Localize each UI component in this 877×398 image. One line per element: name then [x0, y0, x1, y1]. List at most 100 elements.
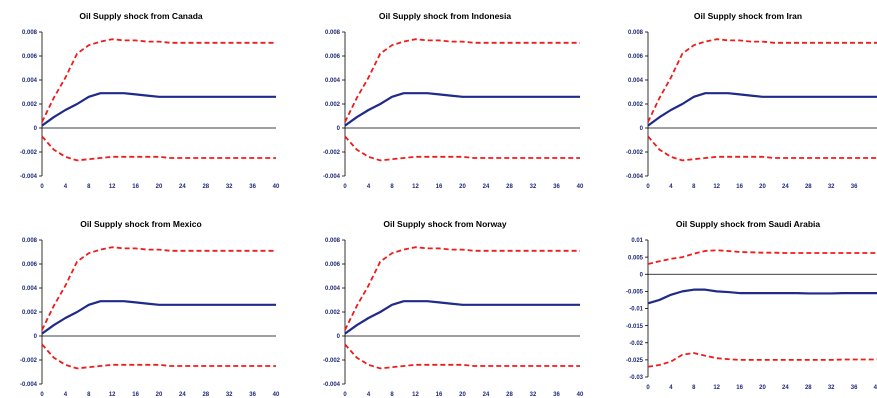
x-tick-label: 28: [506, 184, 513, 190]
y-tick-label: -0.01: [629, 307, 643, 313]
chart-title: Oil Supply shock from Norway: [383, 219, 507, 229]
chart-panel: Oil Supply shock from Canada 0.008 0.006 0.…: [20, 11, 280, 190]
y-tick-label: -0.015: [626, 324, 644, 330]
confidence-band-line: [41, 343, 276, 370]
x-tick-label: 28: [202, 392, 209, 398]
x-tick-label: 24: [179, 184, 186, 190]
x-tick-label: 16: [436, 392, 443, 398]
x-tick-label: 32: [530, 184, 537, 190]
y-tick-label: 0.008: [628, 30, 644, 36]
chart-title: Oil Supply shock from Indonesia: [379, 11, 512, 21]
x-tick-label: 32: [530, 392, 537, 398]
x-tick-label: 24: [483, 392, 490, 398]
x-tick-label: 24: [483, 184, 490, 190]
x-tick-label: 4: [367, 392, 371, 398]
x-tick-label: 40: [273, 392, 280, 398]
x-tick-label: 40: [577, 184, 584, 190]
x-tick-label: 8: [390, 184, 394, 190]
x-tick-label: 16: [132, 184, 139, 190]
x-tick-label: 0: [646, 385, 650, 391]
x-tick-label: 8: [87, 184, 91, 190]
y-tick-label: -0.025: [626, 358, 644, 364]
x-tick-label: 4: [64, 392, 68, 398]
x-tick-label: 0: [343, 392, 347, 398]
impulse-response-line: [647, 92, 877, 127]
x-tick-label: 40: [874, 385, 877, 391]
y-tick-label: 0.002: [22, 310, 38, 316]
chart-panel: Oil Supply shock from Mexico 0.008 0.006 0.…: [20, 219, 280, 398]
x-tick-label: 8: [87, 392, 91, 398]
y-tick-label: -0.002: [323, 358, 341, 364]
chart-panel: Oil Supply shock from Norway 0.008 0.006 0.…: [323, 219, 584, 398]
x-tick-label: 12: [412, 184, 419, 190]
x-tick-label: 28: [805, 184, 812, 190]
x-tick-label: 28: [506, 392, 513, 398]
x-tick-label: 12: [412, 392, 419, 398]
confidence-band-line: [344, 246, 580, 331]
y-tick-label: 0.006: [22, 54, 38, 60]
y-tick-label: -0.002: [20, 150, 38, 156]
y-tick-label: -0.002: [20, 358, 38, 364]
x-tick-label: 16: [736, 184, 743, 190]
y-tick-label: -0.004: [626, 174, 644, 180]
confidence-band-line: [647, 38, 877, 123]
y-tick-label: 0.004: [325, 286, 341, 292]
y-tick-label: 0.008: [325, 30, 341, 36]
x-tick-label: 32: [226, 184, 233, 190]
x-tick-label: 24: [782, 385, 789, 391]
y-tick-label: 0.002: [325, 102, 341, 108]
x-tick-label: 16: [736, 385, 743, 391]
x-tick-label: 36: [249, 392, 256, 398]
x-tick-label: 12: [109, 184, 116, 190]
x-tick-label: 20: [459, 392, 466, 398]
impulse-response-line: [344, 92, 580, 127]
x-tick-label: 36: [553, 392, 560, 398]
x-tick-label: 36: [249, 184, 256, 190]
impulse-response-line: [41, 92, 276, 127]
x-tick-label: 36: [553, 184, 560, 190]
y-tick-label: 0.004: [325, 78, 341, 84]
y-tick-label: -0.02: [629, 341, 643, 347]
x-tick-label: 36: [851, 184, 858, 190]
confidence-band-line: [647, 135, 877, 162]
y-tick-label: -0.004: [323, 174, 341, 180]
y-tick-label: -0.004: [20, 174, 38, 180]
chart-title: Oil Supply shock from Mexico: [80, 219, 201, 229]
x-tick-label: 12: [109, 392, 116, 398]
chart-title: Oil Supply shock from Saudi Arabia: [676, 219, 820, 229]
x-tick-label: 16: [436, 184, 443, 190]
x-tick-label: 8: [390, 392, 394, 398]
x-tick-label: 4: [64, 184, 68, 190]
x-tick-label: 4: [669, 184, 673, 190]
y-tick-label: -0.005: [626, 290, 644, 296]
confidence-band-line: [41, 246, 276, 331]
impulse-response-line: [41, 300, 276, 335]
confidence-band-line: [647, 249, 877, 265]
x-tick-label: 4: [669, 385, 673, 391]
x-tick-label: 12: [713, 385, 720, 391]
x-tick-label: 12: [713, 184, 720, 190]
y-tick-label: 0: [34, 126, 38, 132]
x-tick-label: 36: [851, 385, 858, 391]
y-tick-label: 0.002: [628, 102, 644, 108]
x-tick-label: 8: [692, 385, 696, 391]
y-tick-label: 0.004: [22, 286, 38, 292]
confidence-band-line: [647, 352, 877, 368]
impulse-response-line: [647, 288, 877, 305]
y-tick-label: 0: [34, 334, 38, 340]
x-tick-label: 28: [202, 184, 209, 190]
x-tick-label: 24: [782, 184, 789, 190]
y-tick-label: -0.03: [629, 375, 643, 381]
chart-panel: Oil Supply shock from Saudi Arabia 0.01 0.…: [626, 219, 877, 391]
confidence-band-line: [41, 135, 276, 162]
x-tick-label: 4: [367, 184, 371, 190]
chart-title: Oil Supply shock from Iran: [694, 11, 802, 21]
confidence-band-line: [344, 343, 580, 370]
y-tick-label: 0.002: [325, 310, 341, 316]
x-tick-label: 20: [459, 184, 466, 190]
x-tick-label: 40: [577, 392, 584, 398]
chart-title: Oil Supply shock from Canada: [79, 11, 203, 21]
y-tick-label: 0.008: [22, 30, 38, 36]
confidence-band-line: [344, 135, 580, 162]
